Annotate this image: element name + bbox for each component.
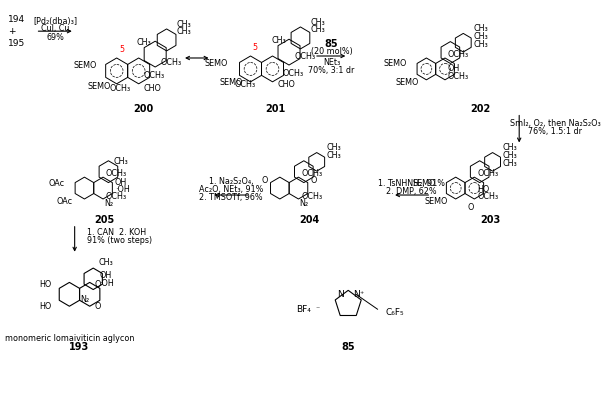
Text: CH₃: CH₃	[326, 143, 341, 152]
Text: N₂: N₂	[80, 295, 89, 304]
Text: CH₃: CH₃	[502, 151, 517, 160]
Text: OCH₃: OCH₃	[106, 192, 127, 201]
Text: BF₄: BF₄	[296, 305, 311, 314]
Text: 195: 195	[8, 39, 26, 47]
Text: SmI₂, O₂, then Na₂S₂O₃: SmI₂, O₂, then Na₂S₂O₃	[510, 119, 601, 128]
Text: 201: 201	[265, 103, 285, 114]
Text: N: N	[337, 290, 344, 299]
Text: CH₃: CH₃	[177, 28, 191, 36]
Text: OCH₃: OCH₃	[448, 49, 469, 58]
Text: CH₃: CH₃	[272, 36, 287, 45]
Text: 5: 5	[119, 45, 124, 54]
Text: CH₃: CH₃	[98, 258, 113, 267]
Text: SEMO: SEMO	[87, 82, 111, 91]
Text: OAc: OAc	[49, 179, 65, 188]
Text: 85: 85	[325, 39, 338, 49]
Text: ⁻: ⁻	[315, 305, 320, 314]
Text: CH₃: CH₃	[473, 32, 488, 41]
Text: OCH₃: OCH₃	[144, 71, 165, 80]
Text: 91% (two steps): 91% (two steps)	[87, 236, 153, 245]
Text: SEMO: SEMO	[384, 59, 407, 68]
Text: SEMO: SEMO	[205, 59, 228, 68]
Text: 1. CAN  2. KOH: 1. CAN 2. KOH	[87, 228, 147, 237]
Text: ⁺: ⁺	[360, 290, 364, 299]
Text: CH₃: CH₃	[473, 24, 488, 33]
Text: 2. TMSOTf, 96%: 2. TMSOTf, 96%	[199, 192, 263, 201]
Text: 204: 204	[299, 215, 320, 225]
Text: N₂: N₂	[104, 199, 113, 209]
Text: CH₃: CH₃	[502, 143, 517, 152]
Text: CHO: CHO	[144, 84, 161, 93]
Text: CH₃: CH₃	[310, 17, 325, 26]
Text: SEMO: SEMO	[413, 179, 436, 188]
Text: 2. DMP, 62%: 2. DMP, 62%	[386, 186, 437, 196]
Text: 1. Na₂S₂O₄,: 1. Na₂S₂O₄,	[209, 177, 253, 186]
Text: OCH₃: OCH₃	[448, 72, 469, 81]
Text: CH₃: CH₃	[473, 40, 488, 49]
Text: CH₃: CH₃	[136, 38, 151, 47]
Text: O: O	[95, 302, 101, 311]
Text: (20 mol%): (20 mol%)	[311, 47, 353, 56]
Text: CH₃: CH₃	[177, 19, 191, 28]
Text: 70%, 3:1 dr: 70%, 3:1 dr	[309, 66, 355, 75]
Text: OCH₃: OCH₃	[110, 84, 131, 93]
Text: +: +	[8, 27, 16, 36]
Text: 202: 202	[470, 103, 490, 114]
Text: OCH₃: OCH₃	[282, 70, 304, 78]
Text: 203: 203	[480, 215, 500, 225]
Text: ·OH: ·OH	[100, 279, 114, 288]
Text: N: N	[353, 290, 359, 299]
Text: CH₃: CH₃	[502, 159, 517, 168]
Text: NEt₃: NEt₃	[323, 58, 340, 68]
Text: HO: HO	[40, 302, 52, 311]
Text: OCH₃: OCH₃	[106, 169, 127, 178]
Text: O: O	[310, 176, 316, 184]
Text: HO: HO	[40, 280, 52, 289]
Text: OCH₃: OCH₃	[160, 58, 181, 68]
Text: SEMO: SEMO	[219, 78, 243, 87]
Text: OCH₃: OCH₃	[301, 169, 323, 178]
Text: O: O	[467, 203, 474, 213]
Text: 85: 85	[342, 342, 355, 352]
Text: OCH₃: OCH₃	[477, 192, 499, 201]
Text: CH₃: CH₃	[113, 157, 128, 166]
Text: N₂: N₂	[299, 199, 309, 209]
Text: [Pd₂(dba)₃]: [Pd₂(dba)₃]	[33, 17, 77, 26]
Text: OH: OH	[100, 271, 112, 280]
Text: HO: HO	[477, 184, 489, 194]
Text: CH₃: CH₃	[310, 26, 325, 34]
Text: C₆F₅: C₆F₅	[386, 308, 404, 317]
Text: CHO: CHO	[277, 80, 295, 89]
Text: 5: 5	[253, 43, 258, 52]
Text: CuI, Cu: CuI, Cu	[41, 24, 69, 33]
Text: OCH₃: OCH₃	[294, 53, 315, 62]
Text: 69%: 69%	[46, 33, 64, 41]
Text: 200: 200	[133, 103, 153, 114]
Text: O: O	[262, 176, 268, 184]
Text: OAc: OAc	[57, 198, 73, 207]
Text: OCH₃: OCH₃	[234, 80, 255, 89]
Text: ·OH: ·OH	[115, 184, 130, 194]
Text: SEMO: SEMO	[74, 62, 97, 70]
Text: 193: 193	[70, 342, 90, 352]
Text: O: O	[95, 280, 101, 289]
Text: 76%, 1.5:1 dr: 76%, 1.5:1 dr	[529, 127, 582, 136]
Text: 1. TsNHNH₂, 91%: 1. TsNHNH₂, 91%	[378, 179, 445, 188]
Text: Ac₂O, NEt₃, 91%: Ac₂O, NEt₃, 91%	[199, 184, 263, 194]
Text: 205: 205	[94, 215, 114, 225]
Text: OH: OH	[115, 178, 127, 186]
Text: SEMO: SEMO	[425, 198, 448, 207]
Text: OH: OH	[448, 64, 460, 73]
Text: OCH₃: OCH₃	[477, 169, 499, 178]
Text: monomeric lomaiviticin aglycon: monomeric lomaiviticin aglycon	[5, 335, 134, 344]
Text: OCH₃: OCH₃	[301, 192, 323, 201]
Text: CH₃: CH₃	[326, 151, 341, 160]
Text: SEMO: SEMO	[395, 78, 419, 87]
Text: 194: 194	[8, 15, 25, 24]
